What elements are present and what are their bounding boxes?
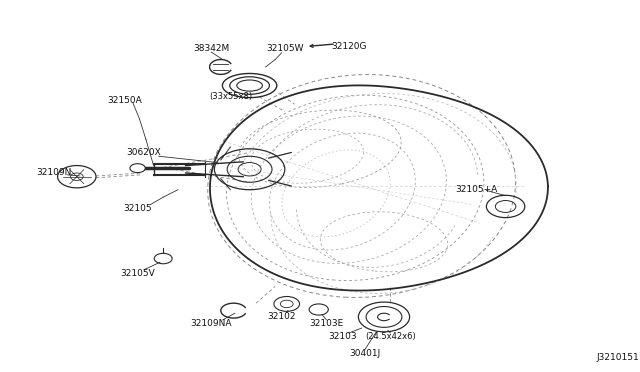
Text: 32103: 32103 (328, 332, 356, 341)
Text: 32109NA: 32109NA (191, 319, 232, 328)
Text: (33x55x8): (33x55x8) (209, 92, 252, 101)
Text: 32105V: 32105V (120, 269, 155, 278)
Text: (24.5x42x6): (24.5x42x6) (365, 332, 416, 341)
Circle shape (130, 164, 145, 173)
Text: 32105W: 32105W (266, 44, 303, 53)
Text: 32103E: 32103E (309, 319, 344, 328)
Text: 30401J: 30401J (349, 349, 380, 358)
Text: 32109N: 32109N (36, 169, 72, 177)
Text: J3210151: J3210151 (596, 353, 639, 362)
Text: 38342M: 38342M (193, 44, 229, 53)
Text: 32102: 32102 (268, 312, 296, 321)
Text: 30620X: 30620X (127, 148, 161, 157)
Text: 32120G: 32120G (331, 42, 367, 51)
Text: 32150A: 32150A (108, 96, 142, 105)
Text: 32105+A: 32105+A (456, 185, 498, 194)
Text: 32105: 32105 (124, 204, 152, 213)
